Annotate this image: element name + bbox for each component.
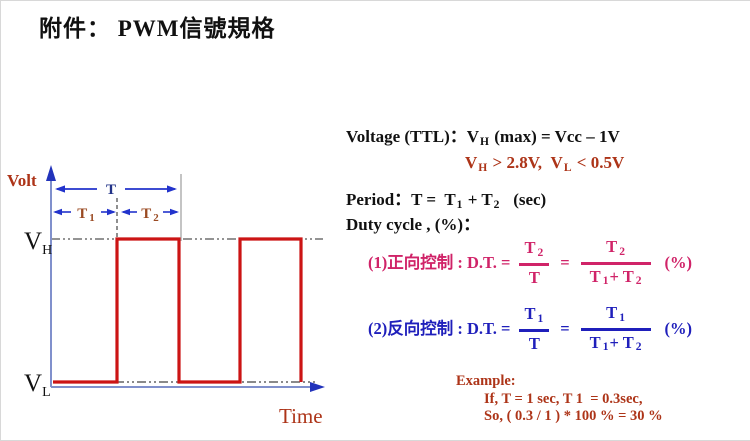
period-arrowhead-right-icon: [167, 185, 177, 193]
voltage-threshold-line: VH > 2.8V, VL < 0.5V: [465, 153, 624, 174]
t2-arrowhead-right-icon: [170, 208, 179, 216]
voltage-spec-text: Voltage (TTL)：V: [346, 127, 480, 146]
forward-equals-sign: =: [560, 253, 570, 273]
x-axis-arrowhead-icon: [310, 382, 325, 392]
t1-arrowhead-right-icon: [107, 208, 116, 216]
period-spec-line: Period：T = T1 + T2 (sec): [346, 190, 546, 211]
fraction-bar: [519, 263, 550, 266]
reverse-formula-label: (2)反向控制 : D.T. =: [368, 319, 511, 339]
y-axis-arrowhead-icon: [46, 165, 56, 181]
fraction-bar: [580, 262, 652, 265]
t1-arrowhead-left-icon: [53, 208, 62, 216]
voltage-spec-text-rest: (max) = Vcc – 1V: [490, 127, 620, 146]
volt-axis-label: Volt: [7, 171, 37, 190]
page-title: 附件： PWM信號規格: [39, 16, 276, 41]
pwm-waveform-path: [53, 237, 303, 384]
fraction-bar: [519, 329, 550, 332]
threshold-vl-subscript: L: [563, 160, 572, 174]
reverse-percent-unit: (%): [664, 319, 692, 339]
vl-label: VL: [24, 370, 51, 400]
reverse-fraction-denominator: T: [528, 333, 540, 353]
threshold-vh-base: V: [465, 153, 478, 172]
voltage-vh-subscript: H: [480, 134, 489, 148]
example-line-2: So, ( 0.3 / 1 ) * 100 % = 30 %: [484, 408, 663, 425]
vh-label: VH: [24, 228, 52, 258]
reverse-equals-sign: =: [560, 319, 570, 339]
threshold-vh-subscript: H: [478, 160, 488, 174]
voltage-spec-line: Voltage (TTL)：VH (max) = Vcc – 1V: [346, 127, 620, 148]
period-t2-subscript: 2: [493, 197, 500, 211]
duty-cycle-heading: Duty cycle , (%)：: [346, 215, 481, 234]
period-label: T: [106, 182, 116, 198]
period-t1-subscript: 1: [456, 197, 463, 211]
fraction-bar: [580, 328, 652, 331]
forward-fraction-denominator: T: [528, 267, 540, 287]
example-heading: Example:: [456, 373, 516, 389]
t2-arrowhead-left-icon: [121, 208, 130, 216]
period-arrowhead-left-icon: [55, 185, 65, 193]
threshold-mid-text: > 2.8V, V: [488, 153, 563, 172]
example-block: Example: If, T = 1 sec, T 1 = 0.3sec, So…: [456, 373, 663, 426]
period-mid-text: + T: [463, 190, 493, 209]
forward-percent-unit: (%): [664, 253, 692, 273]
period-pre-text: Period：T = T: [346, 190, 456, 209]
period-unit-text: (sec): [500, 190, 547, 209]
threshold-end-text: < 0.5V: [572, 153, 625, 172]
example-line-1: If, T = 1 sec, T 1 = 0.3sec,: [484, 390, 643, 407]
time-axis-label: Time: [279, 404, 323, 428]
forward-formula-label: (1)正向控制 : D.T. =: [368, 253, 511, 273]
